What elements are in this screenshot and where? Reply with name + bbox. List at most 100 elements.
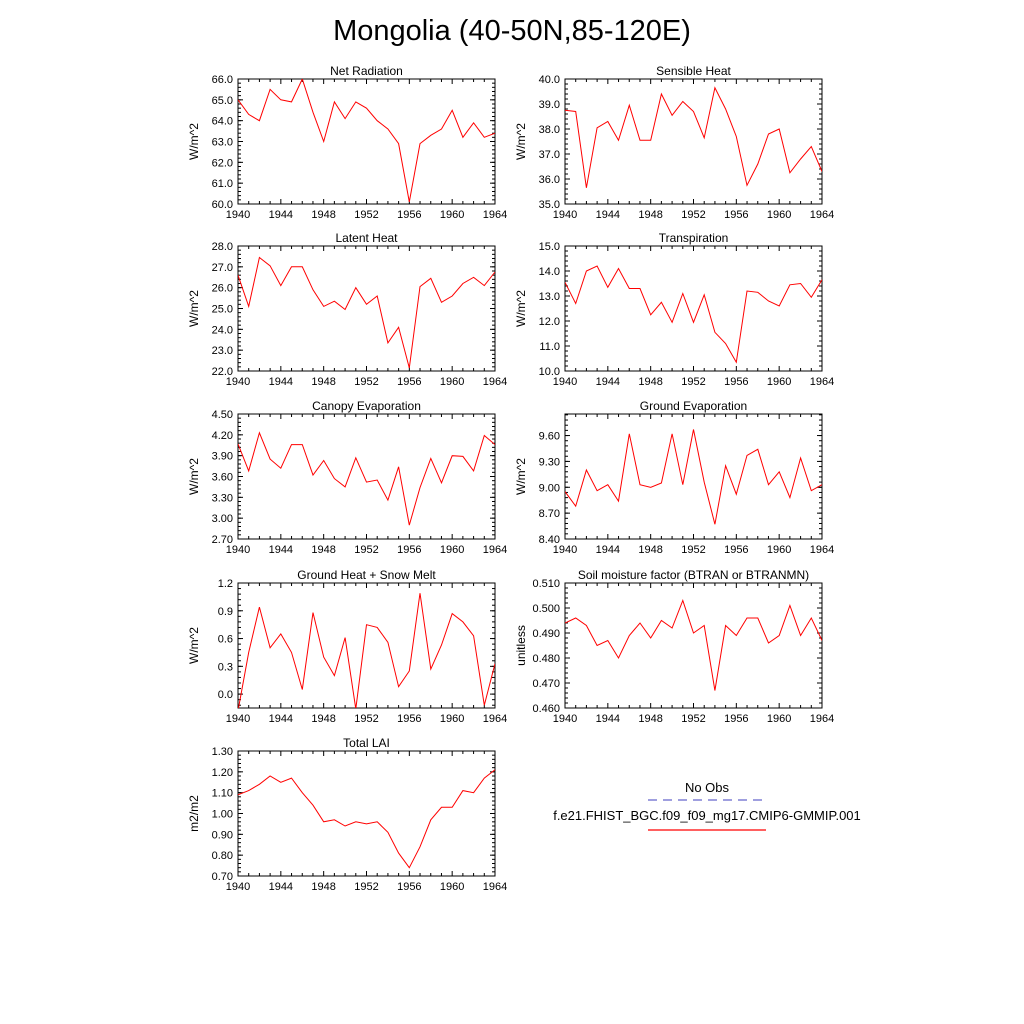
series-line bbox=[238, 593, 495, 708]
x-tick-label: 1940 bbox=[226, 376, 250, 388]
y-tick-label: 62.0 bbox=[212, 157, 233, 169]
x-tick-label: 1952 bbox=[681, 209, 705, 221]
x-tick-label: 1944 bbox=[269, 544, 293, 556]
y-tick-label: 9.30 bbox=[539, 456, 560, 468]
y-axis-label: W/m^2 bbox=[187, 627, 201, 664]
y-tick-label: 65.0 bbox=[212, 95, 233, 107]
x-tick-label: 1964 bbox=[483, 713, 507, 725]
panel: Total LAI m2/m2 1940 1944 1948 1952 1956 1960 19… bbox=[187, 736, 507, 893]
panels: Net Radiation W/m^2 1940 1944 1948 1952 1956 19… bbox=[187, 64, 834, 893]
panel-title: Sensible Heat bbox=[656, 64, 731, 78]
x-tick-label: 1944 bbox=[596, 713, 620, 725]
panel-title: Transpiration bbox=[659, 231, 729, 245]
y-tick-label: 3.00 bbox=[212, 513, 233, 525]
x-tick-label: 1944 bbox=[596, 544, 620, 556]
x-tick-label: 1944 bbox=[269, 713, 293, 725]
y-tick-label: 8.70 bbox=[539, 508, 560, 520]
y-tick-label: 37.0 bbox=[539, 149, 560, 161]
panel-title: Latent Heat bbox=[335, 231, 398, 245]
y-tick-label: 1.00 bbox=[212, 809, 233, 821]
plot-frame bbox=[564, 582, 823, 709]
panel: Net Radiation W/m^2 1940 1944 1948 1952 1956 19… bbox=[187, 64, 507, 221]
x-tick-label: 1944 bbox=[596, 376, 620, 388]
series-line bbox=[565, 599, 822, 691]
x-tick-label: 1948 bbox=[311, 881, 335, 893]
y-tick-label: 24.0 bbox=[212, 324, 233, 336]
x-tick-label: 1956 bbox=[724, 376, 748, 388]
y-tick-label: 3.60 bbox=[212, 472, 233, 484]
y-axis-label: W/m^2 bbox=[514, 290, 528, 327]
x-tick-label: 1948 bbox=[638, 209, 662, 221]
x-tick-label: 1948 bbox=[638, 376, 662, 388]
y-tick-label: 36.0 bbox=[539, 174, 560, 186]
y-tick-label: 23.0 bbox=[212, 345, 233, 357]
x-tick-label: 1952 bbox=[681, 713, 705, 725]
x-tick-label: 1964 bbox=[810, 376, 834, 388]
series-line bbox=[565, 265, 822, 364]
x-tick-label: 1960 bbox=[440, 544, 464, 556]
x-tick-label: 1944 bbox=[269, 209, 293, 221]
y-tick-label: 0.460 bbox=[532, 703, 560, 715]
y-tick-label: 64.0 bbox=[212, 116, 233, 128]
x-tick-label: 1964 bbox=[810, 544, 834, 556]
y-tick-label: 2.70 bbox=[212, 534, 233, 546]
panel-title: Ground Evaporation bbox=[640, 399, 747, 413]
x-tick-label: 1940 bbox=[553, 544, 577, 556]
panel-title: Canopy Evaporation bbox=[312, 399, 421, 413]
x-tick-label: 1956 bbox=[397, 544, 421, 556]
panel-title: Net Radiation bbox=[330, 64, 403, 78]
x-tick-label: 1952 bbox=[354, 881, 378, 893]
x-tick-label: 1948 bbox=[311, 209, 335, 221]
y-tick-label: 4.50 bbox=[212, 409, 233, 421]
y-tick-label: 0.3 bbox=[218, 661, 233, 673]
series-line bbox=[565, 86, 822, 188]
x-tick-label: 1948 bbox=[311, 713, 335, 725]
y-axis-label: W/m^2 bbox=[187, 290, 201, 327]
x-tick-label: 1952 bbox=[681, 376, 705, 388]
y-tick-label: 60.0 bbox=[212, 199, 233, 211]
y-tick-label: 0.510 bbox=[532, 578, 560, 590]
x-tick-label: 1960 bbox=[440, 881, 464, 893]
x-tick-label: 1956 bbox=[397, 713, 421, 725]
x-tick-label: 1956 bbox=[397, 376, 421, 388]
panel: Soil moisture factor (BTRAN or BTRANMN) u… bbox=[514, 568, 834, 725]
y-tick-label: 13.0 bbox=[539, 291, 560, 303]
x-tick-label: 1960 bbox=[440, 209, 464, 221]
x-tick-label: 1940 bbox=[553, 376, 577, 388]
x-tick-label: 1940 bbox=[226, 544, 250, 556]
x-tick-label: 1960 bbox=[440, 713, 464, 725]
y-axis-label: W/m^2 bbox=[187, 458, 201, 495]
plot-frame bbox=[237, 245, 496, 372]
y-tick-label: 11.0 bbox=[539, 341, 560, 353]
series-line bbox=[238, 769, 495, 869]
y-axis-label: W/m^2 bbox=[187, 123, 201, 160]
y-tick-label: 4.20 bbox=[212, 430, 233, 442]
y-axis-label: W/m^2 bbox=[514, 123, 528, 160]
x-tick-label: 1964 bbox=[810, 713, 834, 725]
plot-frame bbox=[237, 750, 496, 877]
y-tick-label: 15.0 bbox=[539, 241, 560, 253]
y-tick-label: 27.0 bbox=[212, 262, 233, 274]
y-axis-label: m2/m2 bbox=[187, 795, 201, 832]
plot-frame bbox=[237, 78, 496, 205]
y-axis-label: unitless bbox=[514, 625, 528, 666]
x-tick-label: 1948 bbox=[311, 544, 335, 556]
y-tick-label: 66.0 bbox=[212, 74, 233, 86]
x-tick-label: 1956 bbox=[724, 713, 748, 725]
y-tick-label: 35.0 bbox=[539, 199, 560, 211]
panel: Transpiration W/m^2 1940 1944 1948 1952 1956 19… bbox=[514, 231, 834, 388]
y-tick-label: 39.0 bbox=[539, 99, 560, 111]
legend-model-label: f.e21.FHIST_BGC.f09_f09_mg17.CMIP6-GMMIP… bbox=[553, 808, 861, 823]
plot-frame bbox=[564, 78, 823, 205]
x-tick-label: 1952 bbox=[354, 376, 378, 388]
y-tick-label: 10.0 bbox=[539, 366, 560, 378]
panel: Ground Heat + Snow Melt W/m^2 1940 1944 1948… bbox=[187, 568, 507, 725]
x-tick-label: 1964 bbox=[483, 376, 507, 388]
panel: Latent Heat W/m^2 1940 1944 1948 1952 1956 1960… bbox=[187, 231, 507, 388]
y-tick-label: 63.0 bbox=[212, 137, 233, 149]
panel: Ground Evaporation W/m^2 1940 1944 1948 1952 1… bbox=[514, 399, 834, 556]
plot-frame bbox=[237, 582, 496, 709]
y-tick-label: 12.0 bbox=[539, 316, 560, 328]
y-tick-label: 0.480 bbox=[532, 653, 560, 665]
